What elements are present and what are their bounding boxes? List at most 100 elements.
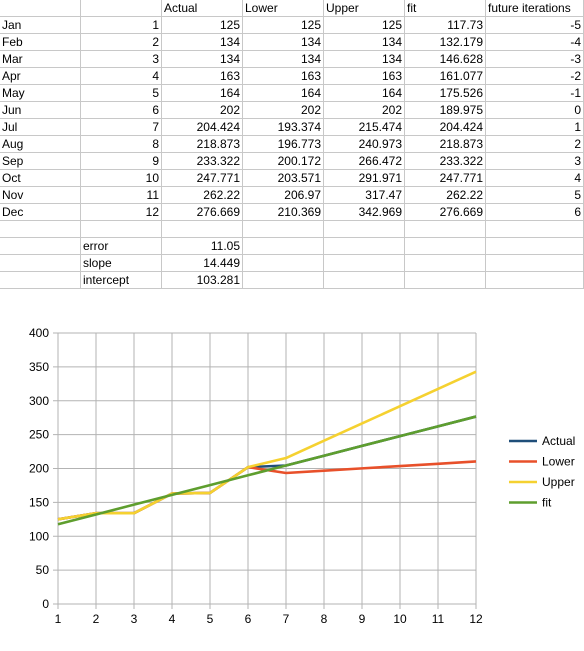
data-cell[interactable]: 2	[486, 136, 584, 153]
data-cell[interactable]: 2	[81, 34, 162, 51]
month-cell[interactable]: May	[0, 85, 81, 102]
stat-label[interactable]: slope	[81, 255, 162, 272]
data-cell[interactable]: 6	[486, 204, 584, 221]
month-cell[interactable]: Apr	[0, 68, 81, 85]
data-cell[interactable]: 215.474	[324, 119, 405, 136]
data-cell[interactable]: 262.22	[405, 187, 486, 204]
data-cell[interactable]: 164	[243, 85, 324, 102]
header-cell[interactable]: Upper	[324, 0, 405, 17]
data-cell[interactable]: 134	[324, 51, 405, 68]
empty-cell[interactable]	[0, 238, 81, 255]
stat-label[interactable]: error	[81, 238, 162, 255]
data-cell[interactable]: 266.472	[324, 153, 405, 170]
data-cell[interactable]: 1	[81, 17, 162, 34]
data-cell[interactable]: 146.628	[405, 51, 486, 68]
data-cell[interactable]: 164	[162, 85, 243, 102]
data-cell[interactable]: 206.97	[243, 187, 324, 204]
data-cell[interactable]: 1	[486, 119, 584, 136]
data-cell[interactable]: 5	[81, 85, 162, 102]
empty-cell[interactable]	[324, 221, 405, 238]
data-cell[interactable]: 202	[243, 102, 324, 119]
month-cell[interactable]: Jun	[0, 102, 81, 119]
empty-cell[interactable]	[405, 255, 486, 272]
data-cell[interactable]: -2	[486, 68, 584, 85]
empty-cell[interactable]	[243, 238, 324, 255]
header-cell[interactable]: Lower	[243, 0, 324, 17]
data-cell[interactable]: 204.424	[405, 119, 486, 136]
spreadsheet-grid[interactable]: Actual Lower Upper fit future iterations Jan 1…	[0, 0, 584, 289]
data-cell[interactable]: 134	[162, 51, 243, 68]
data-cell[interactable]: 4	[486, 170, 584, 187]
data-cell[interactable]: 202	[162, 102, 243, 119]
data-cell[interactable]: 202	[324, 102, 405, 119]
data-cell[interactable]: 4	[81, 68, 162, 85]
empty-cell[interactable]	[486, 272, 584, 289]
data-cell[interactable]: 200.172	[243, 153, 324, 170]
data-cell[interactable]: 218.873	[162, 136, 243, 153]
data-cell[interactable]: 164	[324, 85, 405, 102]
data-cell[interactable]: 125	[243, 17, 324, 34]
stat-value[interactable]: 103.281	[162, 272, 243, 289]
month-cell[interactable]: Oct	[0, 170, 81, 187]
data-cell[interactable]: 210.369	[243, 204, 324, 221]
month-cell[interactable]: Sep	[0, 153, 81, 170]
empty-cell[interactable]	[405, 272, 486, 289]
month-cell[interactable]: Mar	[0, 51, 81, 68]
data-cell[interactable]: 117.73	[405, 17, 486, 34]
empty-cell[interactable]	[405, 238, 486, 255]
month-cell[interactable]: Nov	[0, 187, 81, 204]
month-cell[interactable]: Jan	[0, 17, 81, 34]
data-cell[interactable]: 247.771	[405, 170, 486, 187]
empty-cell[interactable]	[0, 255, 81, 272]
header-cell[interactable]	[81, 0, 162, 17]
empty-cell[interactable]	[486, 221, 584, 238]
data-cell[interactable]: -4	[486, 34, 584, 51]
data-cell[interactable]: 175.526	[405, 85, 486, 102]
empty-cell[interactable]	[243, 272, 324, 289]
data-cell[interactable]: 125	[162, 17, 243, 34]
data-cell[interactable]: 204.424	[162, 119, 243, 136]
data-cell[interactable]: 0	[486, 102, 584, 119]
data-cell[interactable]: 163	[324, 68, 405, 85]
empty-cell[interactable]	[324, 255, 405, 272]
data-cell[interactable]: 342.969	[324, 204, 405, 221]
stat-value[interactable]: 11.05	[162, 238, 243, 255]
data-cell[interactable]: -3	[486, 51, 584, 68]
header-cell[interactable]	[0, 0, 81, 17]
data-cell[interactable]: 163	[162, 68, 243, 85]
data-cell[interactable]: -1	[486, 85, 584, 102]
data-cell[interactable]: 134	[324, 34, 405, 51]
empty-cell[interactable]	[324, 272, 405, 289]
month-cell[interactable]: Aug	[0, 136, 81, 153]
data-cell[interactable]: 193.374	[243, 119, 324, 136]
month-cell[interactable]: Jul	[0, 119, 81, 136]
empty-cell[interactable]	[0, 272, 81, 289]
empty-cell[interactable]	[0, 221, 81, 238]
data-cell[interactable]: 3	[81, 51, 162, 68]
data-cell[interactable]: 12	[81, 204, 162, 221]
data-cell[interactable]: 262.22	[162, 187, 243, 204]
data-cell[interactable]: 132.179	[405, 34, 486, 51]
data-cell[interactable]: 6	[81, 102, 162, 119]
data-cell[interactable]: 203.571	[243, 170, 324, 187]
data-cell[interactable]: 161.077	[405, 68, 486, 85]
data-cell[interactable]: 11	[81, 187, 162, 204]
data-cell[interactable]: 276.669	[405, 204, 486, 221]
data-cell[interactable]: 134	[243, 34, 324, 51]
empty-cell[interactable]	[243, 255, 324, 272]
empty-cell[interactable]	[162, 221, 243, 238]
empty-cell[interactable]	[324, 238, 405, 255]
empty-cell[interactable]	[405, 221, 486, 238]
data-cell[interactable]: 276.669	[162, 204, 243, 221]
data-cell[interactable]: 240.973	[324, 136, 405, 153]
data-cell[interactable]: 317.47	[324, 187, 405, 204]
empty-cell[interactable]	[81, 221, 162, 238]
empty-cell[interactable]	[486, 238, 584, 255]
data-cell[interactable]: -5	[486, 17, 584, 34]
header-cell[interactable]: Actual	[162, 0, 243, 17]
data-cell[interactable]: 196.773	[243, 136, 324, 153]
data-cell[interactable]: 125	[324, 17, 405, 34]
data-cell[interactable]: 134	[243, 51, 324, 68]
header-cell[interactable]: fit	[405, 0, 486, 17]
data-cell[interactable]: 218.873	[405, 136, 486, 153]
